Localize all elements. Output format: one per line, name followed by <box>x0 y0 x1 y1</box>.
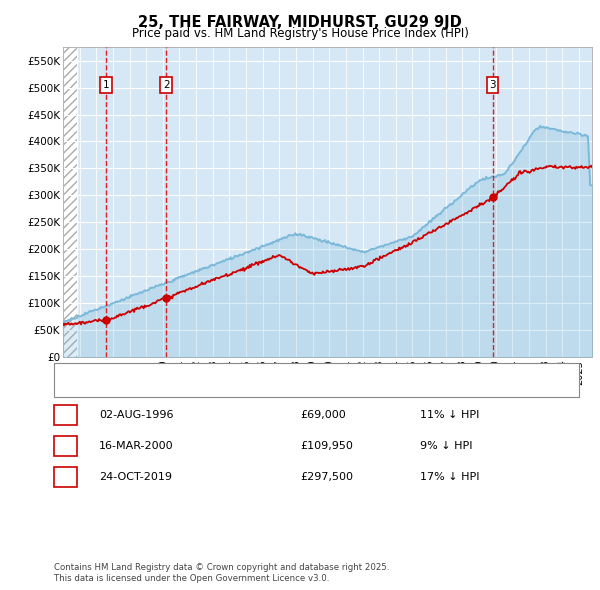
Text: 17% ↓ HPI: 17% ↓ HPI <box>420 473 479 482</box>
Text: 16-MAR-2000: 16-MAR-2000 <box>99 441 173 451</box>
Text: 9% ↓ HPI: 9% ↓ HPI <box>420 441 473 451</box>
Text: HPI: Average price, semi-detached house, Chichester: HPI: Average price, semi-detached house,… <box>93 383 358 393</box>
Text: Contains HM Land Registry data © Crown copyright and database right 2025.
This d: Contains HM Land Registry data © Crown c… <box>54 563 389 583</box>
Text: 1: 1 <box>103 80 109 90</box>
Text: 11% ↓ HPI: 11% ↓ HPI <box>420 410 479 419</box>
Bar <box>63 47 77 357</box>
Text: 3: 3 <box>489 80 496 90</box>
Text: £297,500: £297,500 <box>300 473 353 482</box>
Text: £69,000: £69,000 <box>300 410 346 419</box>
Text: 1: 1 <box>62 408 69 421</box>
Text: 24-OCT-2019: 24-OCT-2019 <box>99 473 172 482</box>
Bar <box>63 47 77 357</box>
Text: £109,950: £109,950 <box>300 441 353 451</box>
Text: 2: 2 <box>163 80 170 90</box>
Text: Price paid vs. HM Land Registry's House Price Index (HPI): Price paid vs. HM Land Registry's House … <box>131 27 469 40</box>
Text: 3: 3 <box>62 471 69 484</box>
Text: 25, THE FAIRWAY, MIDHURST, GU29 9JD: 25, THE FAIRWAY, MIDHURST, GU29 9JD <box>138 15 462 30</box>
Text: 25, THE FAIRWAY, MIDHURST, GU29 9JD (semi-detached house): 25, THE FAIRWAY, MIDHURST, GU29 9JD (sem… <box>93 367 410 377</box>
Text: 2: 2 <box>62 440 69 453</box>
Text: 02-AUG-1996: 02-AUG-1996 <box>99 410 173 419</box>
